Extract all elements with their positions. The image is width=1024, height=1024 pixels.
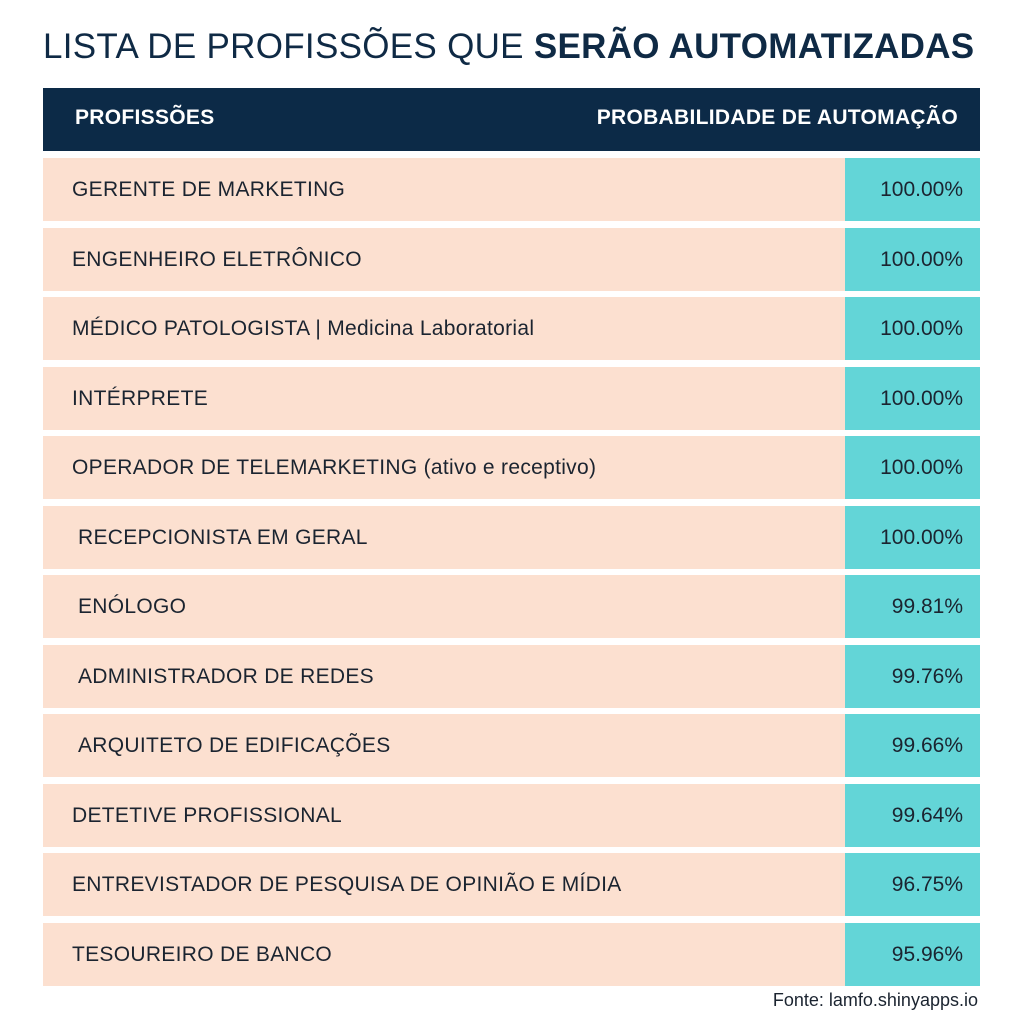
table-row: ADMINISTRADOR DE REDES 99.76%: [43, 644, 980, 708]
profession-name: ARQUITETO DE EDIFICAÇÕES: [78, 734, 391, 757]
probability-cell: 99.81%: [845, 575, 980, 638]
probability-value: 100.00%: [880, 525, 963, 549]
probability-value: 99.76%: [891, 664, 963, 688]
probability-value: 99.66%: [891, 734, 963, 757]
probability-cell: 100.00%: [845, 297, 980, 360]
table-row: INTÉRPRETE 100.00%: [43, 366, 980, 430]
probability-value: 95.96%: [891, 942, 963, 966]
table-row: ENÓLOGO 99.81%: [43, 575, 980, 638]
profession-name: ENTREVISTADOR DE PESQUISA DE OPINIÃO E M…: [72, 873, 622, 896]
table-row: ENGENHEIRO ELETRÔNICO 100.00%: [43, 227, 980, 291]
profession-name: INTÉRPRETE: [72, 386, 209, 410]
probability-cell: 100.00%: [845, 436, 980, 499]
profession-name: TESOUREIRO DE BANCO: [72, 942, 333, 966]
table-row: DETETIVE PROFISSIONAL 99.64%: [43, 783, 980, 847]
probability-value: 100.00%: [880, 178, 963, 201]
probability-cell: 99.64%: [845, 783, 980, 847]
title-highlight: SERÃO AUTOMATIZADAS: [533, 27, 975, 66]
title-prefix: LISTA DE PROFISSÕES QUE: [43, 27, 534, 66]
profession-name: MÉDICO PATOLOGISTA | Medicina Laboratori…: [72, 317, 535, 340]
probability-value: 100.00%: [880, 317, 963, 340]
table-row: ARQUITETO DE EDIFICAÇÕES 99.66%: [43, 714, 980, 777]
table-row: ENTREVISTADOR DE PESQUISA DE OPINIÃO E M…: [43, 853, 980, 916]
column-header-probability: PROBABILIDADE DE AUTOMAÇÃO: [596, 106, 958, 129]
profession-name: OPERADOR DE TELEMARKETING (ativo e recep…: [72, 456, 597, 479]
table-row: MÉDICO PATOLOGISTA | Medicina Laboratori…: [43, 297, 980, 360]
probability-cell: 96.75%: [845, 853, 980, 916]
page-title: LISTA DE PROFISSÕES QUE SERÃO AUTOMATIZA…: [43, 24, 983, 70]
probability-value: 100.00%: [880, 386, 963, 410]
probability-value: 96.75%: [891, 873, 963, 896]
table-row: TESOUREIRO DE BANCO 95.96%: [43, 922, 980, 986]
probability-cell: 100.00%: [845, 505, 980, 569]
probability-value: 100.00%: [880, 456, 963, 479]
probability-cell: 100.00%: [845, 227, 980, 291]
source-note: Fonte: lamfo.shinyapps.io: [772, 990, 978, 1010]
profession-name: DETETIVE PROFISSIONAL: [72, 803, 343, 827]
probability-value: 100.00%: [880, 247, 963, 271]
probability-cell: 99.66%: [845, 714, 980, 777]
probability-value: 99.64%: [891, 803, 963, 827]
table-body: GERENTE DE MARKETING 100.00% ENGENHEIRO EL…: [43, 158, 980, 992]
probability-cell: 99.76%: [845, 644, 980, 708]
column-header-professions: PROFISSÕES: [75, 106, 215, 129]
table-row: RECEPCIONISTA EM GERAL 100.00%: [43, 505, 980, 569]
table-row: GERENTE DE MARKETING 100.00%: [43, 158, 980, 221]
probability-cell: 95.96%: [845, 922, 980, 986]
probability-cell: 100.00%: [845, 158, 980, 221]
profession-name: ENÓLOGO: [78, 595, 187, 618]
probability-value: 99.81%: [891, 595, 963, 618]
probability-cell: 100.00%: [845, 366, 980, 430]
profession-name: GERENTE DE MARKETING: [72, 178, 346, 201]
table-row: OPERADOR DE TELEMARKETING (ativo e recep…: [43, 436, 980, 499]
profession-name: RECEPCIONISTA EM GERAL: [78, 525, 368, 549]
profession-name: ENGENHEIRO ELETRÔNICO: [72, 247, 362, 271]
table-header: PROFISSÕES PROBABILIDADE DE AUTOMAÇÃO: [43, 88, 980, 151]
profession-name: ADMINISTRADOR DE REDES: [78, 664, 374, 688]
